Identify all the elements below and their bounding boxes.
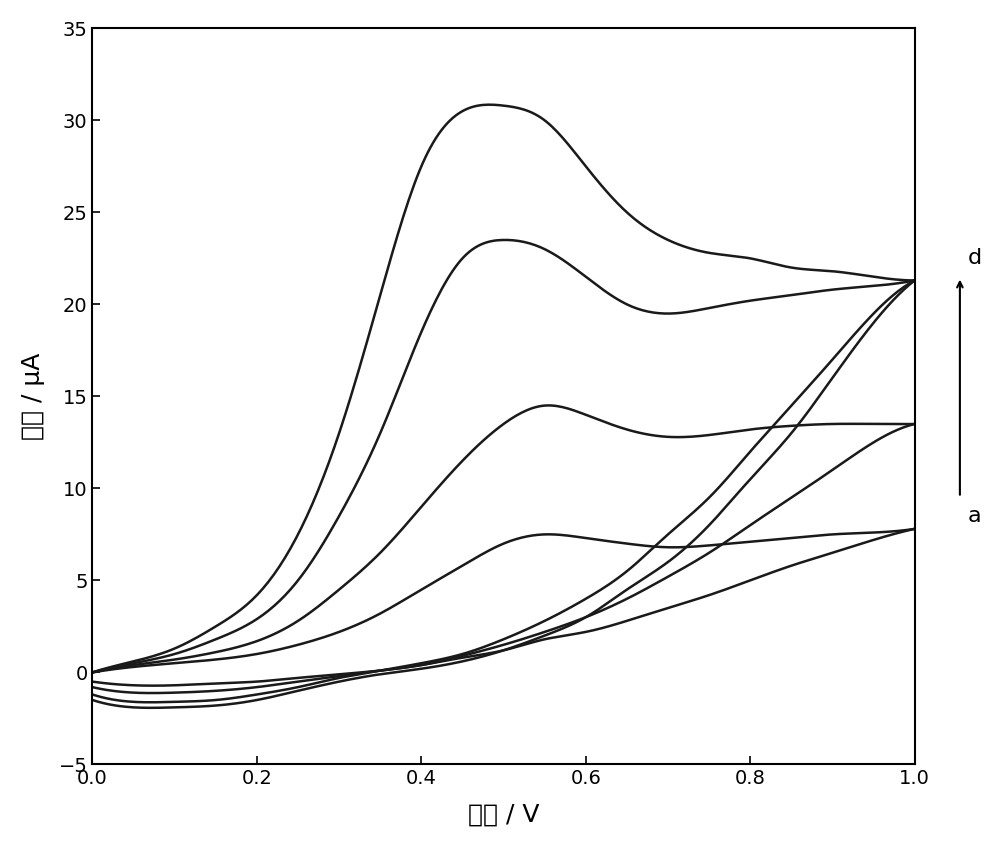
X-axis label: 电位 / V: 电位 / V <box>468 802 539 826</box>
Text: d: d <box>968 248 982 268</box>
Y-axis label: 电流 / μA: 电流 / μA <box>21 352 45 440</box>
Text: a: a <box>968 506 982 526</box>
